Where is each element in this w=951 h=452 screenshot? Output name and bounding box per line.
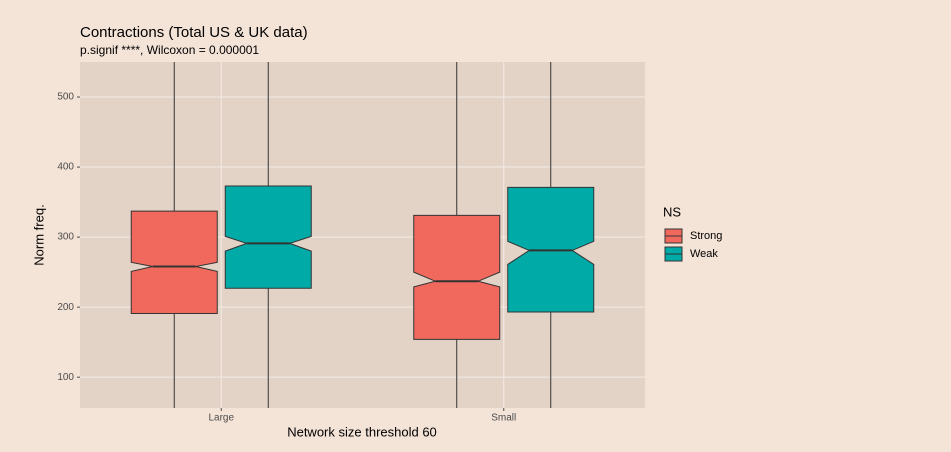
y-tick-label: 300: [57, 232, 74, 243]
y-tick-label: 100: [57, 372, 74, 383]
box: [413, 214, 501, 340]
legend-title: NS: [663, 204, 681, 219]
chart-title: Contractions (Total US & UK data): [80, 24, 308, 41]
x-tick-label: Small: [491, 413, 516, 424]
chart-subtitle: p.signif ****, Wilcoxon = 0.000001: [80, 43, 259, 57]
y-tick-label: 400: [57, 162, 74, 173]
boxes: [130, 62, 595, 408]
legend-label: Strong: [690, 230, 722, 242]
box: [130, 210, 218, 314]
x-axis-title: Network size threshold 60: [287, 424, 437, 439]
y-axis-title: Norm freq.: [31, 204, 46, 265]
legend-label: Weak: [690, 248, 718, 260]
box: [224, 185, 312, 289]
y-tick-label: 500: [57, 92, 74, 103]
y-tick-label: 200: [57, 302, 74, 313]
x-tick-label: Large: [208, 413, 234, 424]
